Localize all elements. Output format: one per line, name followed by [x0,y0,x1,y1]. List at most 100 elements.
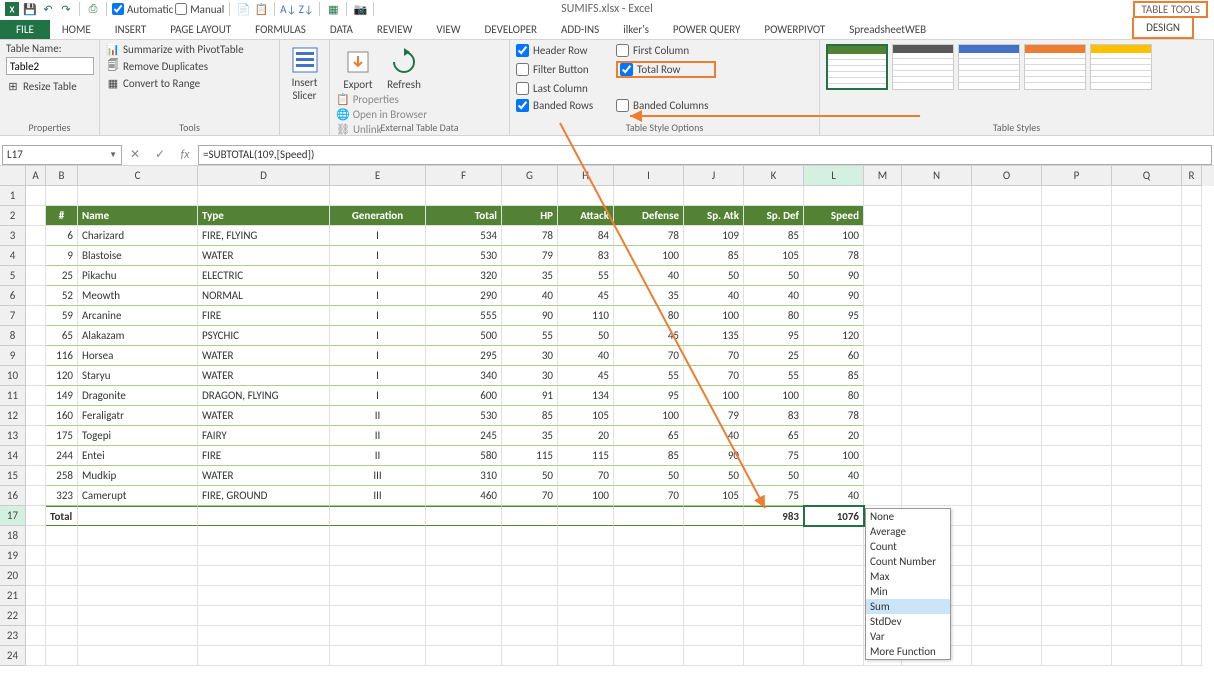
cell-P17[interactable] [1042,506,1112,526]
row-header-21[interactable]: 21 [0,586,26,606]
cell-D21[interactable] [198,586,330,606]
cell-P18[interactable] [1042,526,1112,546]
cell-H9[interactable]: 40 [558,346,614,366]
cell-F15[interactable]: 310 [426,466,502,486]
cell-Q5[interactable] [1112,266,1182,286]
cell-I13[interactable]: 65 [614,426,684,446]
camera-icon[interactable]: 📷 [352,1,368,17]
enter-formula-button[interactable]: ✓ [148,145,172,165]
cell-M15[interactable] [864,466,902,486]
cell-N12[interactable] [902,406,972,426]
cell-E16[interactable]: III [330,486,426,506]
cell-M11[interactable] [864,386,902,406]
cell-F4[interactable]: 530 [426,246,502,266]
cell-J13[interactable]: 40 [684,426,744,446]
cell-F24[interactable] [426,646,502,666]
cell-Q21[interactable] [1112,586,1182,606]
cell-O22[interactable] [972,606,1042,626]
cell-M8[interactable] [864,326,902,346]
cell-R11[interactable] [1182,386,1202,406]
cell-B23[interactable] [46,626,78,646]
cell-A21[interactable] [26,586,46,606]
cell-K2[interactable]: Sp. Def [744,206,804,226]
cell-I24[interactable] [614,646,684,666]
cell-H11[interactable]: 134 [558,386,614,406]
column-header-P[interactable]: P [1042,166,1112,186]
cell-O18[interactable] [972,526,1042,546]
cell-H13[interactable]: 20 [558,426,614,446]
refresh-button[interactable]: Refresh [382,42,426,91]
calc-icon[interactable]: 📄 [235,1,251,17]
cell-B4[interactable]: 9 [46,246,78,266]
cell-P16[interactable] [1042,486,1112,506]
cell-M5[interactable] [864,266,902,286]
cell-D4[interactable]: WATER [198,246,330,266]
table-style-3[interactable] [1024,44,1086,90]
cell-M7[interactable] [864,306,902,326]
cell-L16[interactable]: 40 [804,486,864,506]
cell-G24[interactable] [502,646,558,666]
cell-I9[interactable]: 70 [614,346,684,366]
cell-B7[interactable]: 59 [46,306,78,326]
cell-A15[interactable] [26,466,46,486]
dropdown-item-stddev[interactable]: StdDev [866,614,950,629]
total-row-checkbox[interactable]: Total Row [616,61,716,78]
cell-D15[interactable]: WATER [198,466,330,486]
column-header-G[interactable]: G [502,166,558,186]
cell-E22[interactable] [330,606,426,626]
cell-B8[interactable]: 65 [46,326,78,346]
cell-K6[interactable]: 40 [744,286,804,306]
column-header-M[interactable]: M [864,166,902,186]
cell-F13[interactable]: 245 [426,426,502,446]
row-header-18[interactable]: 18 [0,526,26,546]
cancel-formula-button[interactable]: ✕ [123,145,147,165]
cell-O17[interactable] [972,506,1042,526]
cell-D17[interactable] [198,506,330,526]
cell-B2[interactable]: # [46,206,78,226]
cell-H23[interactable] [558,626,614,646]
cell-E14[interactable]: II [330,446,426,466]
cell-G16[interactable]: 70 [502,486,558,506]
cell-P23[interactable] [1042,626,1112,646]
cell-F6[interactable]: 290 [426,286,502,306]
cell-J21[interactable] [684,586,744,606]
cell-O2[interactable] [972,206,1042,226]
row-header-24[interactable]: 24 [0,646,26,666]
column-header-I[interactable]: I [614,166,684,186]
column-header-R[interactable]: R [1182,166,1202,186]
cell-G13[interactable]: 35 [502,426,558,446]
cell-A12[interactable] [26,406,46,426]
name-box[interactable]: L17▼ [2,145,122,165]
row-header-10[interactable]: 10 [0,366,26,386]
cell-D7[interactable]: FIRE [198,306,330,326]
cell-D1[interactable] [198,186,330,206]
cell-P8[interactable] [1042,326,1112,346]
cell-I4[interactable]: 100 [614,246,684,266]
cell-A1[interactable] [26,186,46,206]
cell-I16[interactable]: 70 [614,486,684,506]
cell-B12[interactable]: 160 [46,406,78,426]
cell-H16[interactable]: 100 [558,486,614,506]
convert-range-button[interactable]: ▦Convert to Range [106,76,273,90]
cell-C22[interactable] [78,606,198,626]
cell-B20[interactable] [46,566,78,586]
cell-F18[interactable] [426,526,502,546]
cell-O21[interactable] [972,586,1042,606]
column-header-O[interactable]: O [972,166,1042,186]
cell-P20[interactable] [1042,566,1112,586]
cell-K11[interactable]: 100 [744,386,804,406]
row-header-11[interactable]: 11 [0,386,26,406]
tab-review[interactable]: REVIEW [365,20,425,39]
cell-C15[interactable]: Mudkip [78,466,198,486]
slicer-icon[interactable] [289,44,321,76]
cell-L6[interactable]: 90 [804,286,864,306]
chevron-down-icon[interactable]: ▼ [109,150,117,160]
cell-D16[interactable]: FIRE, GROUND [198,486,330,506]
cell-B5[interactable]: 25 [46,266,78,286]
cell-F1[interactable] [426,186,502,206]
cell-A20[interactable] [26,566,46,586]
cell-D12[interactable]: WATER [198,406,330,426]
cell-C21[interactable] [78,586,198,606]
row-header-14[interactable]: 14 [0,446,26,466]
cell-I20[interactable] [614,566,684,586]
